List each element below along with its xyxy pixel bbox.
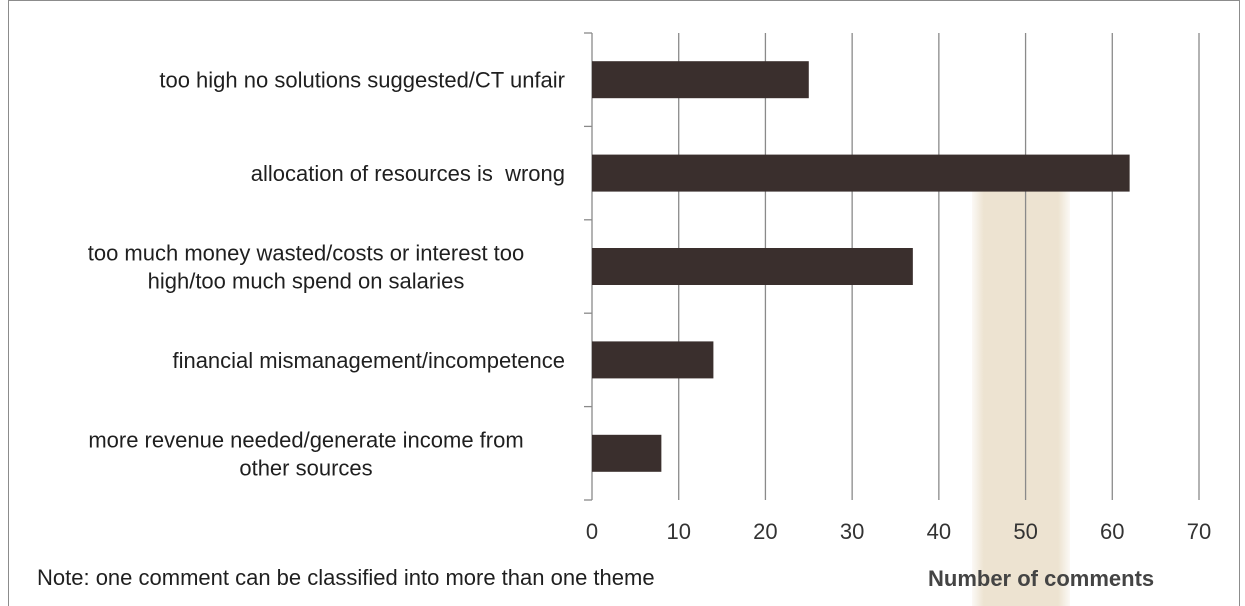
category-labels: too high no solutions suggested/CT unfai… <box>88 68 565 481</box>
bar <box>592 248 913 285</box>
category-label: financial mismanagement/incompetence <box>172 348 565 373</box>
x-axis-title: Number of comments <box>928 566 1155 591</box>
x-tick-label: 70 <box>1187 519 1211 544</box>
x-tick-labels: 0 10 20 30 40 50 60 70 <box>586 519 1211 544</box>
x-tick-label: 10 <box>666 519 690 544</box>
category-label: high/too much spend on salaries <box>148 269 465 294</box>
y-axis <box>584 32 593 501</box>
bar <box>592 434 662 472</box>
footnote: Note: one comment can be classified into… <box>37 565 655 590</box>
x-tick-label: 0 <box>586 519 598 544</box>
bar <box>592 154 1130 192</box>
x-tick-label: 40 <box>927 519 951 544</box>
category-label: allocation of resources is wrong <box>251 161 565 186</box>
x-tick-label: 30 <box>840 519 864 544</box>
category-label: too high no solutions suggested/CT unfai… <box>159 68 565 93</box>
category-label: more revenue needed/generate income from <box>88 427 523 452</box>
bar <box>592 341 714 379</box>
highlight-band <box>972 190 1070 606</box>
chart-frame <box>8 0 1240 606</box>
bar <box>592 61 809 99</box>
x-tick-label: 50 <box>1013 519 1037 544</box>
x-tick-label: 20 <box>753 519 777 544</box>
bars <box>592 61 1130 472</box>
x-tick-label: 60 <box>1100 519 1124 544</box>
category-label: other sources <box>239 455 372 480</box>
category-label: too much money wasted/costs or interest … <box>88 241 525 266</box>
